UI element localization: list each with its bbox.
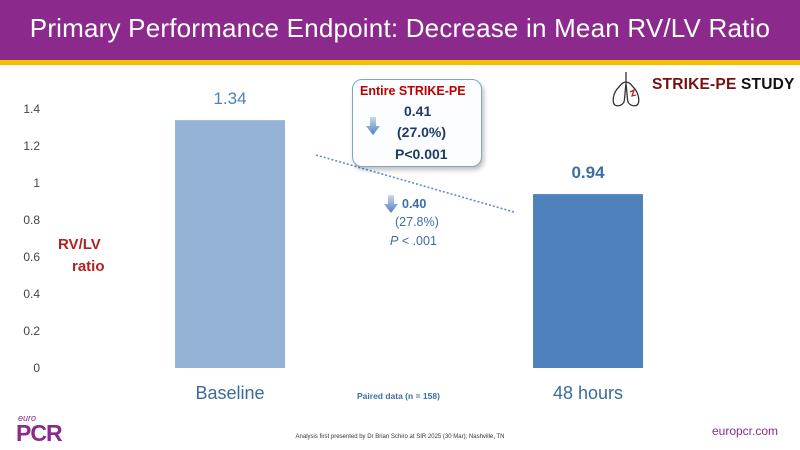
strike-pe-logo — [612, 72, 640, 107]
y-axis-label-line1: RV/LV — [58, 236, 101, 253]
y-tick-label: 0.8 — [23, 213, 40, 227]
y-tick-label: 0.6 — [23, 250, 40, 264]
y-tick-label: 1.2 — [23, 139, 40, 153]
bar-baseline — [175, 120, 285, 368]
europcr-logo-pcr: PCR — [16, 420, 63, 446]
callout-title: Entire STRIKE-PE — [360, 84, 466, 98]
bars — [175, 120, 643, 368]
arrow-down-icon — [384, 195, 398, 213]
paired-percent: (27.8%) — [395, 215, 439, 229]
europcr-logo-euro: euro — [18, 413, 37, 423]
category-label: 48 hours — [553, 383, 623, 403]
category-label: Baseline — [195, 383, 264, 403]
lungs-icon — [612, 72, 640, 107]
y-axis-label-line2: ratio — [72, 258, 105, 275]
callout-value: 0.41 — [404, 103, 432, 119]
y-tick-label: 0.4 — [23, 287, 40, 301]
y-tick-label: 0 — [33, 361, 40, 375]
y-tick-label: 1.4 — [23, 102, 40, 116]
arrow-down-icon — [366, 117, 380, 135]
callout-percent: (27.0%) — [397, 124, 447, 140]
slide-title: Primary Performance Endpoint: Decrease i… — [29, 13, 771, 43]
footnote: Analysis first presented by Dr Brian Sch… — [295, 434, 505, 440]
callout-p-value: P<0.001 — [395, 146, 448, 162]
bar-48-hours — [533, 194, 643, 368]
strike-pe-logo-main: STRIKE-PE — [652, 76, 737, 93]
paired-value: 0.40 — [402, 197, 427, 211]
y-tick-label: 1 — [33, 176, 40, 190]
paired-data-note: Paired data (n = 158) — [357, 391, 440, 401]
bar-value-label: 0.94 — [571, 163, 605, 182]
value-labels: 1.34 0.94 — [213, 89, 605, 182]
y-tick-label: 0.2 — [23, 324, 40, 338]
paired-p-symbol: P — [390, 234, 399, 248]
bar-value-label: 1.34 — [213, 89, 246, 108]
strike-pe-logo-study: STUDY — [736, 76, 795, 93]
category-labels: Baseline 48 hours — [195, 383, 623, 403]
paired-p-value: P < .001 — [390, 234, 437, 248]
header-accent-stripe — [0, 60, 800, 65]
strike-pe-study-logo-text: STRIKE-PE STUDY — [652, 76, 795, 94]
header-bar — [0, 0, 800, 60]
y-axis-ticks: 0 0.2 0.4 0.6 0.8 1 1.2 1.4 — [23, 102, 40, 375]
paired-p-rest: < .001 — [398, 234, 437, 248]
website-link[interactable]: europcr.com — [711, 424, 778, 438]
